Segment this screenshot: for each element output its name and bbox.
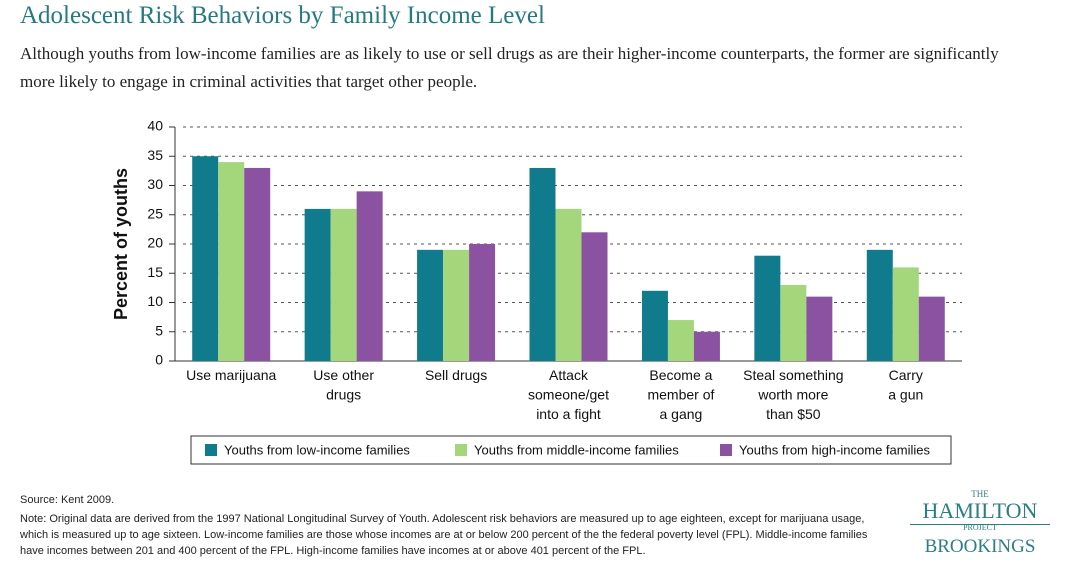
y-tick-label: 35 xyxy=(147,147,163,163)
logo-brookings: BROOKINGS xyxy=(924,536,1036,557)
logo-the: THE xyxy=(971,489,989,499)
x-tick-label: Sell drugs xyxy=(425,367,487,383)
bar xyxy=(555,208,582,361)
bar xyxy=(218,162,245,361)
x-tick-label: Use marijuana xyxy=(186,367,276,383)
bar xyxy=(866,249,893,361)
bar xyxy=(443,249,470,361)
logo-hamilton: HAMILTON xyxy=(910,498,1050,525)
bar xyxy=(641,290,668,361)
y-tick-label: 15 xyxy=(147,264,163,280)
bar xyxy=(529,167,556,361)
y-tick-label: 30 xyxy=(147,176,163,192)
y-tick-label: 25 xyxy=(147,205,163,221)
bar xyxy=(192,156,219,361)
x-tick-label: Steal something worth more than $50 xyxy=(743,367,843,422)
legend-swatch xyxy=(720,444,732,456)
bar xyxy=(469,244,496,361)
bar xyxy=(754,255,781,361)
legend-label: Youths from low-income families xyxy=(224,442,410,457)
x-tick-label: Attack someone/get into a fight xyxy=(528,367,609,422)
chart-title: Adolescent Risk Behaviors by Family Inco… xyxy=(20,2,545,29)
y-axis-label: Percent of youths xyxy=(111,168,131,320)
bar xyxy=(304,208,331,361)
x-tick-label: Use other drugs xyxy=(313,367,374,403)
bar xyxy=(330,208,357,361)
legend-swatch xyxy=(455,444,467,456)
bar xyxy=(244,167,271,361)
bar xyxy=(918,296,945,361)
x-tick-label: Become a member of a gang xyxy=(647,367,714,422)
y-tick-label: 0 xyxy=(155,352,163,368)
y-tick-label: 40 xyxy=(147,118,163,134)
note: Note: Original data are derived from the… xyxy=(20,513,868,557)
logo-project: PROJECT xyxy=(963,523,997,532)
bar xyxy=(693,331,720,361)
legend-box xyxy=(190,435,952,465)
legend-label: Youths from middle-income families xyxy=(474,442,679,457)
legend-swatch xyxy=(205,444,217,456)
bar xyxy=(356,191,383,361)
bar xyxy=(780,284,807,361)
bar xyxy=(892,267,919,361)
y-tick-label: 5 xyxy=(155,322,163,338)
chart-subtitle: Although youths from low-income families… xyxy=(20,44,999,91)
y-tick-label: 20 xyxy=(147,235,163,251)
source: Source: Kent 2009. xyxy=(20,494,115,506)
bar xyxy=(806,296,833,361)
x-tick-label: Carry a gun xyxy=(888,367,923,403)
legend-label: Youths from high-income families xyxy=(739,442,930,457)
bar xyxy=(417,249,444,361)
bar xyxy=(581,232,608,361)
bar xyxy=(667,320,694,361)
y-tick-label: 10 xyxy=(147,293,163,309)
